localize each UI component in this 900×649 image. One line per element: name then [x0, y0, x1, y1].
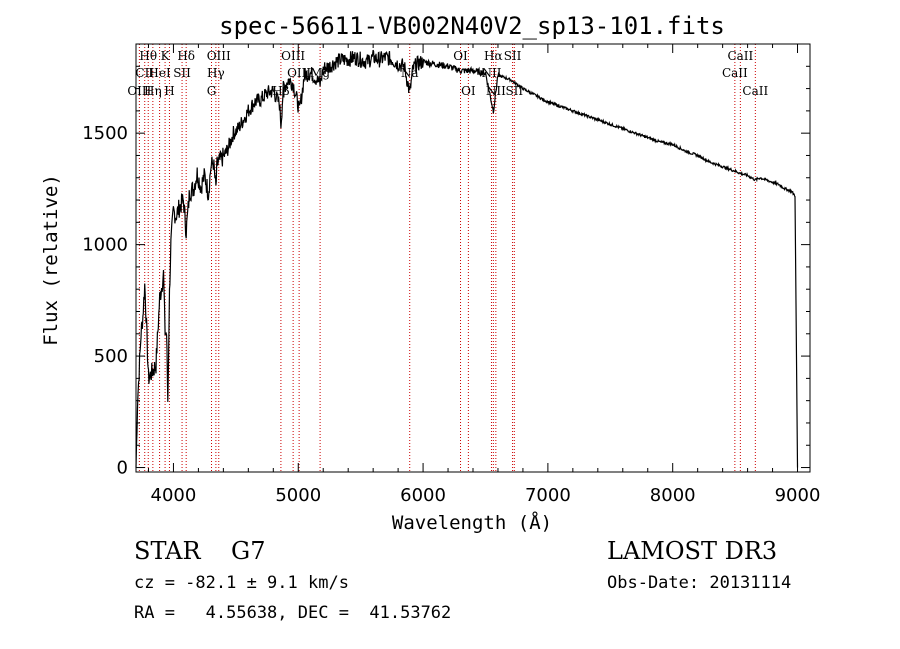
redshift-text: cz = -82.1 ± 9.1 km/s: [134, 573, 349, 593]
line-label: Hα: [484, 49, 503, 63]
line-labels: HθCIIOIIIKHeIHηHδSIIHOIIIHγGOIIIHβMgOIII…: [127, 49, 768, 98]
plot-frame: [135, 43, 811, 473]
x-tick-label: 8000: [650, 485, 696, 506]
x-tick-label: 9000: [775, 485, 821, 506]
line-label: Mg: [310, 66, 330, 80]
line-label: CII: [135, 66, 154, 80]
survey-name: LAMOST DR3: [607, 537, 778, 565]
line-label: Na: [401, 66, 419, 80]
line-label: Hθ: [139, 49, 157, 63]
line-label: OIII: [127, 84, 151, 98]
line-label: Hβ: [272, 84, 289, 98]
line-label: CaII: [742, 84, 768, 98]
line-label: NII: [486, 84, 506, 98]
line-label: H: [164, 84, 174, 98]
line-label: OI: [461, 84, 476, 98]
line-label: Hδ: [177, 49, 195, 63]
flux-series: [135, 49, 799, 468]
flux-line: [135, 49, 799, 468]
line-label: SII: [505, 84, 523, 98]
y-axis-label: Flux (relative): [40, 174, 62, 346]
x-tick-label: 5000: [275, 485, 321, 506]
line-label: Hη: [144, 84, 162, 98]
y-tick-label: 1500: [82, 123, 128, 144]
line-label: OI: [453, 49, 468, 63]
object-class: STAR G7: [134, 537, 266, 565]
y-tick-label: 0: [117, 458, 128, 479]
x-axis-label: Wavelength (Å): [392, 511, 552, 534]
line-label: K: [161, 49, 171, 63]
line-label: NII: [481, 66, 501, 80]
emission-line-markers: [138, 44, 756, 472]
line-label: OIII: [287, 66, 311, 80]
line-label: SII: [173, 66, 191, 80]
line-label: OIII: [281, 49, 305, 63]
coordinates: RA = 4.55638, DEC = 41.53762: [134, 603, 452, 623]
line-label: Hγ: [207, 66, 225, 80]
x-tick-label: 6000: [400, 485, 446, 506]
chart-title: spec-56611-VB002N40V2_sp13-101.fits: [219, 12, 725, 40]
y-tick-label: 1000: [82, 235, 128, 256]
x-tick-label: 7000: [525, 485, 571, 506]
line-label: HeI: [148, 66, 171, 80]
obs-date: Obs-Date: 20131114: [607, 573, 792, 593]
line-label: G: [207, 84, 217, 98]
x-tick-label: 4000: [151, 485, 197, 506]
y-tick-label: 500: [94, 346, 128, 367]
x-axis: 4000 5000 6000 7000 8000 9000: [147, 44, 821, 506]
line-label: CaII: [727, 49, 753, 63]
line-label: SII: [504, 49, 522, 63]
line-label: CaII: [722, 66, 748, 80]
y-axis: 0 500 1000 1500: [82, 65, 810, 479]
line-label: OIII: [207, 49, 231, 63]
